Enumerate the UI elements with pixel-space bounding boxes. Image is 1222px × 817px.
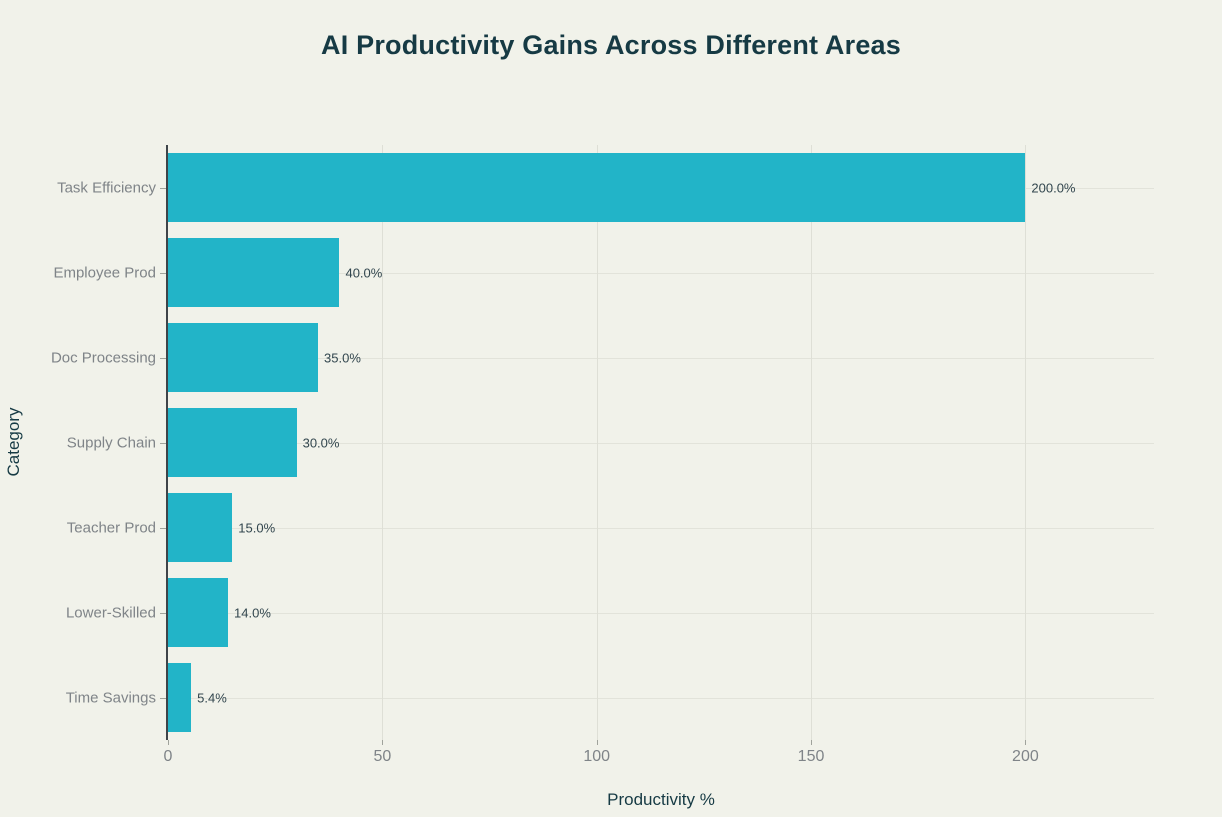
x-tick-label-100: 100: [583, 748, 611, 765]
gridline-horizontal: [168, 442, 1154, 444]
plot-area: 200.0% 40.0% 35.0% 30.0% 15.0% 14.0% 5.4%: [168, 145, 1154, 740]
bar-task-efficiency: [168, 153, 1026, 222]
y-tick-label-teacher-prod: Teacher Prod: [66, 519, 156, 536]
bar-value-label: 35.0%: [324, 350, 361, 365]
x-tick-mark: [382, 740, 384, 745]
y-tick-mark: [160, 697, 166, 699]
y-tick-mark: [160, 527, 166, 529]
y-tick-mark: [160, 357, 166, 359]
y-tick-label-doc-processing: Doc Processing: [50, 349, 156, 366]
gridline-vertical: [811, 145, 813, 740]
x-tick-mark: [1025, 740, 1027, 745]
bar-value-label: 30.0%: [302, 435, 340, 450]
y-tick-mark: [160, 612, 166, 614]
gridline-vertical: [382, 145, 384, 740]
y-tick-label-supply-chain: Supply Chain: [66, 434, 156, 451]
x-tick-label-0: 0: [163, 748, 173, 765]
x-axis-title: Productivity %: [607, 790, 715, 809]
gridline-vertical: [596, 145, 598, 740]
gridline-horizontal: [168, 697, 1154, 699]
gridline-horizontal: [168, 357, 1154, 359]
y-tick-label-lower-skilled: Lower-Skilled: [65, 604, 156, 621]
bar-time-savings: [168, 663, 192, 732]
y-tick-label-employee-prod: Employee Prod: [53, 264, 156, 281]
gridline-horizontal: [168, 527, 1154, 529]
x-tick-label-200: 200: [1012, 748, 1039, 765]
chart-title: AI Productivity Gains Across Different A…: [321, 30, 901, 60]
y-tick-label-time-savings: Time Savings: [65, 689, 156, 706]
bar-value-label: 14.0%: [234, 605, 271, 620]
x-tick-mark: [168, 740, 169, 745]
gridline-horizontal: [168, 272, 1154, 274]
gridline-horizontal: [168, 612, 1154, 614]
bar-value-label: 15.0%: [238, 520, 276, 535]
x-tick-mark: [596, 740, 598, 745]
y-tick-mark: [160, 442, 166, 444]
bar-teacher-prod: [168, 493, 233, 562]
bar-value-label: 5.4%: [197, 690, 227, 705]
bar-doc-processing: [168, 323, 319, 392]
x-tick-label-150: 150: [797, 748, 825, 765]
y-tick-mark: [160, 272, 166, 274]
x-tick-label-50: 50: [373, 748, 392, 765]
y-tick-label-task-efficiency: Task Efficiency: [57, 179, 156, 196]
y-tick-mark: [160, 187, 166, 189]
bar-supply-chain: [168, 408, 297, 477]
gridline-vertical: [1025, 145, 1027, 740]
bar-value-label: 40.0%: [345, 265, 383, 280]
bar-lower-skilled: [168, 578, 229, 647]
y-axis-line: [166, 145, 168, 740]
bar-value-label: 200.0%: [1031, 180, 1076, 195]
bar-employee-prod: [168, 238, 340, 307]
x-tick-mark: [811, 740, 813, 745]
